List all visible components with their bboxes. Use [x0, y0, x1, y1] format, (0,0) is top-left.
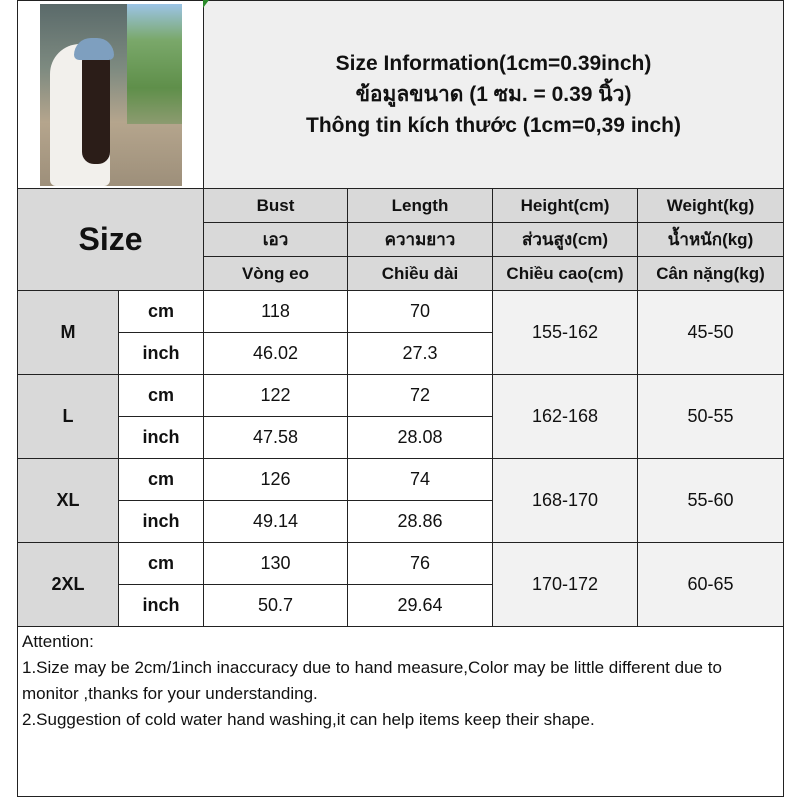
size-label: 2XL [17, 542, 119, 627]
height-range: 168-170 [492, 458, 638, 543]
size-header: Size [17, 188, 204, 291]
header-weight-en: Weight(kg) [636, 188, 785, 223]
size-row-cm: M cm 118 70 155-162 45-50 [17, 290, 785, 375]
note-item: 1.Size may be 2cm/1inch inaccuracy due t… [22, 658, 722, 703]
length-cm: 70 [347, 290, 493, 333]
length-inch: 28.86 [347, 500, 493, 543]
cell-comment-marker [203, 0, 209, 8]
unit-cm: cm [118, 458, 204, 501]
size-label: L [17, 374, 119, 459]
unit-inch: inch [118, 500, 204, 543]
product-photo-cell [17, 0, 204, 189]
weight-range: 55-60 [636, 458, 785, 543]
header-length-vi: Chiều dài [347, 256, 493, 291]
length-cm: 76 [347, 542, 493, 585]
note-item: 2.Suggestion of cold water hand washing,… [22, 710, 595, 729]
bust-cm: 130 [203, 542, 348, 585]
header-bust-th: เอว [203, 222, 348, 257]
bust-cm: 126 [203, 458, 348, 501]
header-weight-th: น้ำหนัก(kg) [636, 222, 785, 257]
notes-heading: Attention: [22, 632, 94, 651]
size-row-inch: inch 47.58 28.08 [18, 416, 784, 459]
header-length-en: Length [347, 188, 493, 223]
unit-cm: cm [118, 290, 204, 333]
height-range: 162-168 [492, 374, 638, 459]
size-label: M [17, 290, 119, 375]
product-photo [39, 3, 182, 186]
unit-inch: inch [118, 416, 204, 459]
unit-cm: cm [118, 542, 204, 585]
size-chart-table: Size Information(1cm=0.39inch) ข้อมูลขนา… [16, 0, 785, 797]
size-row-cm: 2XL cm 130 76 170-172 60-65 [17, 542, 785, 627]
header-bust-vi: Vòng eo [203, 256, 348, 291]
header-height-th: ส่วนสูง(cm) [492, 222, 638, 257]
size-row-cm: XL cm 126 74 168-170 55-60 [17, 458, 785, 543]
bust-cm: 122 [203, 374, 348, 417]
header-weight-vi: Cân nặng(kg) [636, 256, 785, 291]
weight-range: 50-55 [636, 374, 785, 459]
header-height-vi: Chiều cao(cm) [492, 256, 638, 291]
bust-inch: 46.02 [203, 332, 348, 375]
title-thai: ข้อมูลขนาด (1 ซม. = 0.39 นิ้ว) [355, 83, 632, 106]
height-range: 170-172 [492, 542, 638, 627]
attention-notes: Attention: 1.Size may be 2cm/1inch inacc… [16, 626, 785, 797]
size-info-title: Size Information(1cm=0.39inch) ข้อมูลขนา… [202, 0, 785, 189]
title-vietnamese: Thông tin kích thước (1cm=0,39 inch) [306, 114, 681, 137]
length-cm: 74 [347, 458, 493, 501]
length-cm: 72 [347, 374, 493, 417]
unit-inch: inch [118, 584, 204, 627]
header-length-th: ความยาว [347, 222, 493, 257]
unit-inch: inch [118, 332, 204, 375]
header-bust-en: Bust [203, 188, 348, 223]
size-row-inch: inch 50.7 29.64 [18, 584, 784, 627]
bust-inch: 50.7 [203, 584, 348, 627]
bust-inch: 49.14 [203, 500, 348, 543]
size-row-cm: L cm 122 72 162-168 50-55 [17, 374, 785, 459]
bust-cm: 118 [203, 290, 348, 333]
title-english: Size Information(1cm=0.39inch) [335, 52, 652, 75]
weight-range: 60-65 [636, 542, 785, 627]
size-row-inch: inch 46.02 27.3 [18, 332, 784, 375]
unit-cm: cm [118, 374, 204, 417]
length-inch: 28.08 [347, 416, 493, 459]
weight-range: 45-50 [636, 290, 785, 375]
header-height-en: Height(cm) [492, 188, 638, 223]
length-inch: 29.64 [347, 584, 493, 627]
bust-inch: 47.58 [203, 416, 348, 459]
length-inch: 27.3 [347, 332, 493, 375]
height-range: 155-162 [492, 290, 638, 375]
size-label: XL [17, 458, 119, 543]
size-row-inch: inch 49.14 28.86 [18, 500, 784, 543]
